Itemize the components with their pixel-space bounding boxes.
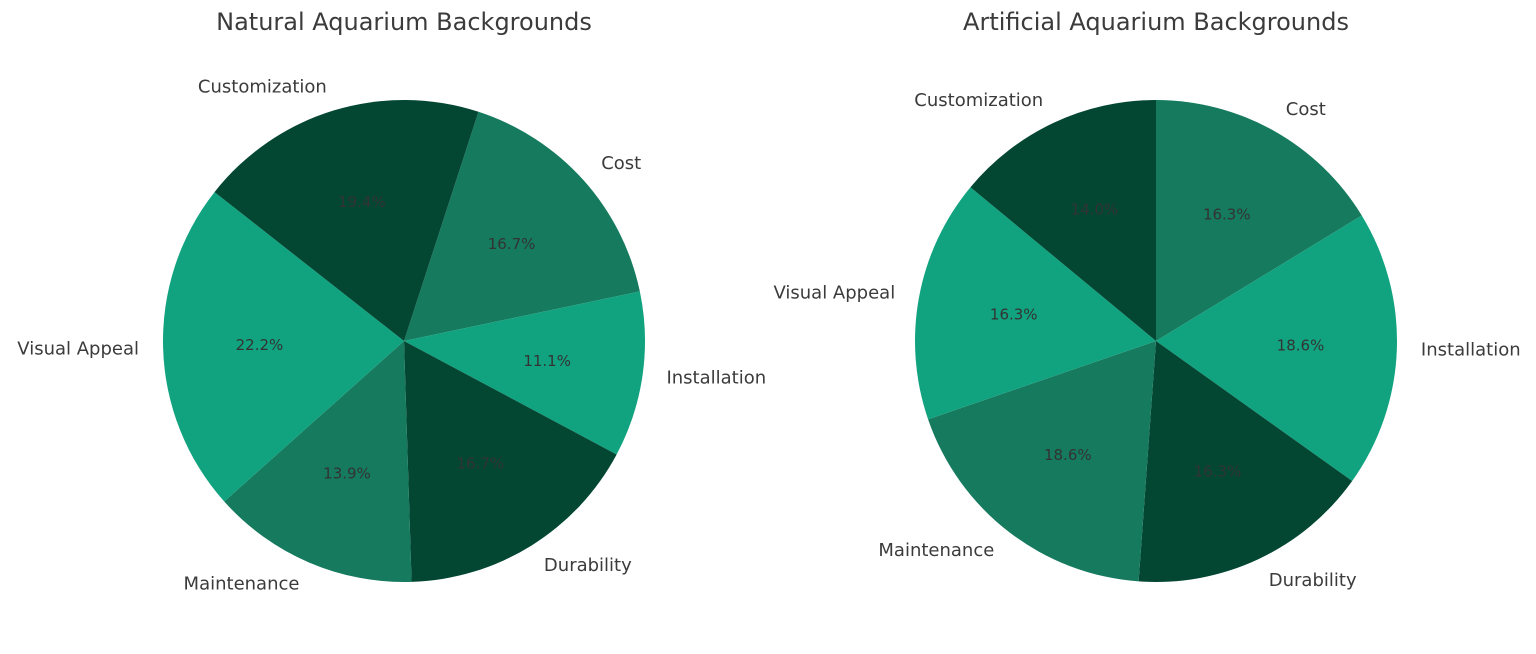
pie-slice-durability	[1138, 341, 1353, 582]
slice-label-visual-appeal: Visual Appeal	[773, 282, 895, 303]
slice-label-customization: Customization	[914, 90, 1043, 111]
slice-label-maintenance: Maintenance	[184, 574, 300, 595]
slice-value-durability: 16.3%	[1194, 462, 1242, 480]
pie-slice-maintenance	[928, 341, 1156, 582]
slice-value-visual-appeal: 22.2%	[236, 336, 284, 354]
slice-value-maintenance: 18.6%	[1044, 446, 1092, 464]
slice-label-installation: Installation	[666, 367, 766, 388]
slice-label-cost: Cost	[1286, 99, 1326, 120]
slice-label-visual-appeal: Visual Appeal	[17, 338, 139, 359]
pie-slice-customization	[214, 99, 479, 341]
slice-value-visual-appeal: 16.3%	[990, 306, 1038, 324]
slice-value-installation: 18.6%	[1277, 337, 1325, 355]
slice-label-durability: Durability	[544, 555, 632, 576]
pie-slice-visual-appeal	[162, 192, 404, 502]
slice-value-installation: 11.1%	[523, 352, 571, 370]
slice-label-customization: Customization	[198, 76, 327, 97]
pie-slice-customization	[970, 99, 1156, 341]
pie-slice-cost	[404, 111, 640, 341]
slice-value-customization: 19.4%	[338, 193, 386, 211]
pie-slice-durability	[404, 341, 617, 582]
pie-slice-installation	[404, 291, 646, 455]
pie-chart-natural: Natural Aquarium Backgrounds Cost 16.7% In…	[17, 8, 766, 595]
pie-slice-maintenance	[224, 341, 412, 582]
slice-value-durability: 16.7%	[456, 454, 504, 472]
slice-value-customization: 14.0%	[1071, 201, 1119, 219]
chart-title: Natural Aquarium Backgrounds	[216, 8, 592, 36]
chart-title: Artificial Aquarium Backgrounds	[963, 8, 1349, 36]
slice-label-durability: Durability	[1269, 570, 1357, 591]
slice-label-maintenance: Maintenance	[878, 540, 994, 561]
slice-value-maintenance: 13.9%	[323, 464, 371, 482]
pie-slice-visual-appeal	[914, 187, 1156, 420]
slice-value-cost: 16.3%	[1203, 205, 1251, 223]
slice-label-cost: Cost	[601, 153, 641, 174]
slice-value-cost: 16.7%	[488, 235, 536, 253]
slice-label-installation: Installation	[1421, 340, 1521, 361]
pie-slice-cost	[1156, 100, 1362, 341]
pie-chart-artificial: Artificial Aquarium Backgrounds Cost 16.3…	[773, 8, 1520, 591]
pie-slice-installation	[1156, 215, 1397, 481]
